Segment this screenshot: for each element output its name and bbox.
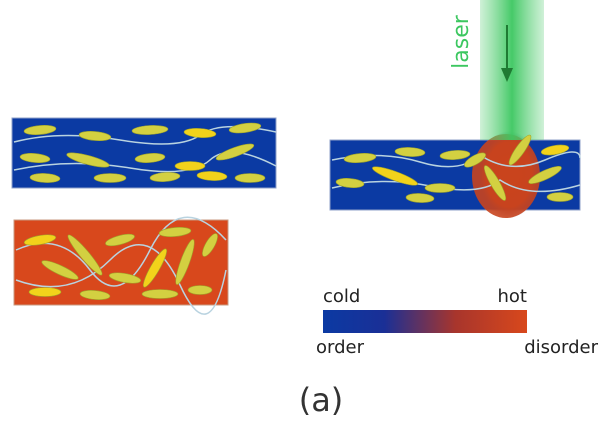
cold-label: cold: [323, 286, 360, 307]
color-bar: [323, 310, 527, 333]
mesogen: [94, 174, 126, 183]
hot-spot-core: [472, 134, 540, 218]
mesogen: [142, 290, 178, 299]
mesogen: [188, 286, 212, 295]
hot-label: hot: [498, 286, 527, 307]
mesogen: [29, 288, 61, 297]
order-label: order: [316, 337, 365, 358]
disorder-label: disorder: [524, 337, 598, 358]
mesogen: [425, 184, 455, 193]
mesogen: [175, 162, 205, 171]
diagram: laser cold hot order disorder (a): [0, 0, 603, 426]
laser-label: laser: [449, 14, 474, 69]
panel-label: (a): [299, 381, 344, 419]
mesogen: [235, 174, 265, 183]
mesogen: [547, 193, 573, 202]
